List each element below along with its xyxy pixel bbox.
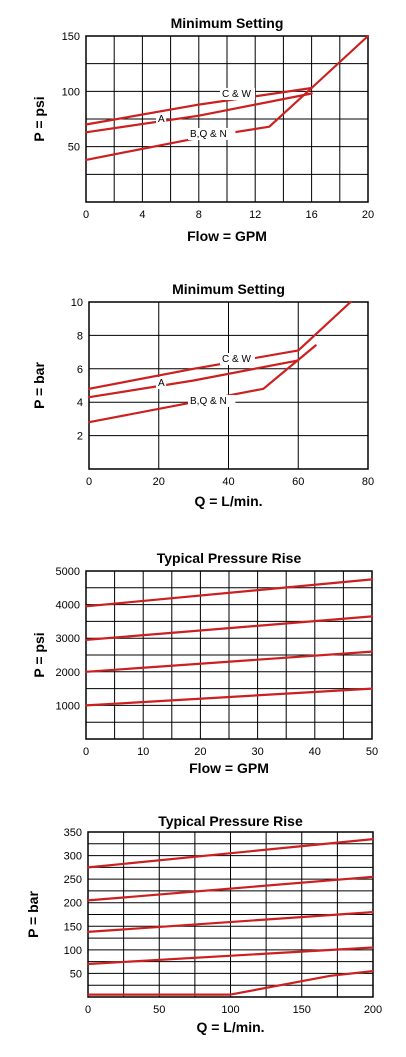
annotation-bg [156,113,167,125]
chart-2: Minimum Setting 0 20 40 60 80 2 4 6 8 10 Q = L/min.… [31,281,374,509]
y-tick-label: 4 [77,397,83,409]
series-line-1 [84,578,374,608]
y-tick-label: 250 [64,874,82,886]
x-tick-label: 4 [139,209,145,221]
x-tick-label: 50 [153,1004,165,1016]
plot-frame [87,831,374,998]
y-tick-label: 50 [68,142,80,154]
chart-1: Minimum Setting 0 4 8 12 16 20 50 100 150 Flow = G… [31,15,374,244]
series-annotation: C & W [222,354,251,365]
x-tick-label: 100 [221,1004,239,1016]
y-tick-label: 3000 [56,633,80,645]
y-tick-label: 4000 [56,600,80,612]
y-tick-label: 2 [77,431,83,443]
series-annotation: B,Q & N [190,129,227,140]
plot-frame [85,570,373,740]
x-axis-label: Flow = GPM [189,760,269,776]
series-annotation: A [158,378,165,389]
grid [88,301,369,470]
x-tick-label: 200 [364,1004,382,1016]
series-line-3 [84,650,374,673]
series-annotation: A [158,114,165,125]
x-tick-label: 150 [293,1004,311,1016]
x-tick-label: 20 [194,746,206,758]
x-tick-label: 20 [153,476,165,488]
x-tick-label: 8 [196,209,202,221]
chart-title: Typical Pressure Rise [158,813,303,829]
series-line-5 [86,969,375,996]
x-tick-label: 40 [222,476,234,488]
x-tick-label: 16 [305,209,317,221]
y-tick-label: 2000 [56,667,80,679]
series-line-4 [84,687,374,707]
x-axis-label: Q = L/min. [196,1019,264,1035]
series-line-1 [86,837,375,869]
y-axis-label: P = bar [31,362,47,409]
plot-frame [85,35,369,203]
y-tick-label: 1000 [56,700,80,712]
series-annotation: B,Q & N [190,396,227,407]
y-axis-label: P = bar [25,891,41,938]
series-line-2 [84,92,313,134]
y-tick-label: 300 [64,851,82,863]
grid [85,35,369,203]
y-tick-label: 10 [71,297,83,309]
chart-title: Typical Pressure Rise [157,550,302,566]
y-tick-label: 8 [77,330,83,342]
x-axis-label: Q = L/min. [194,493,262,509]
chart-4: Typical Pressure Rise 0 50 100 150 200 50 100 15… [25,813,382,1035]
annotation-bg [188,395,236,407]
series-line-3 [86,910,375,934]
y-tick-label: 50 [70,968,82,980]
x-tick-label: 80 [362,476,374,488]
x-tick-label: 0 [83,209,89,221]
series-annotation: C & W [222,89,251,100]
x-tick-label: 30 [251,746,263,758]
series-line-2 [87,359,300,399]
annotation-bg [156,377,167,389]
chart-title: Minimum Setting [171,15,284,31]
y-tick-label: 5000 [56,566,80,578]
x-tick-label: 50 [366,746,378,758]
x-axis-label: Flow = GPM [187,228,267,244]
y-tick-label: 150 [62,31,80,43]
y-tick-label: 200 [64,898,82,910]
annotation-bg [220,353,255,365]
series-line-3 [87,344,317,424]
y-tick-label: 100 [62,86,80,98]
x-tick-label: 40 [309,746,321,758]
annotation-bg [220,88,255,100]
x-tick-label: 0 [83,746,89,758]
chart-3: Typical Pressure Rise 0 10 20 30 40 50 1000 2000… [31,550,378,776]
y-tick-label: 350 [64,827,82,839]
y-axis-label: P = psi [31,632,47,677]
series-line-2 [84,615,374,642]
x-tick-label: 0 [86,476,92,488]
series-line-2 [86,875,375,902]
y-axis-label: P = psi [31,96,47,141]
x-tick-label: 60 [292,476,304,488]
chart-title: Minimum Setting [172,281,285,297]
annotation-bg [188,128,236,140]
y-tick-label: 6 [77,364,83,376]
x-tick-label: 20 [362,209,374,221]
plot-frame [88,301,369,470]
y-tick-label: 100 [64,945,82,957]
x-tick-label: 0 [85,1004,91,1016]
x-tick-label: 12 [249,209,261,221]
series-line-1 [84,34,370,126]
x-tick-label: 10 [137,746,149,758]
y-tick-label: 150 [64,921,82,933]
series-line-4 [86,946,375,966]
